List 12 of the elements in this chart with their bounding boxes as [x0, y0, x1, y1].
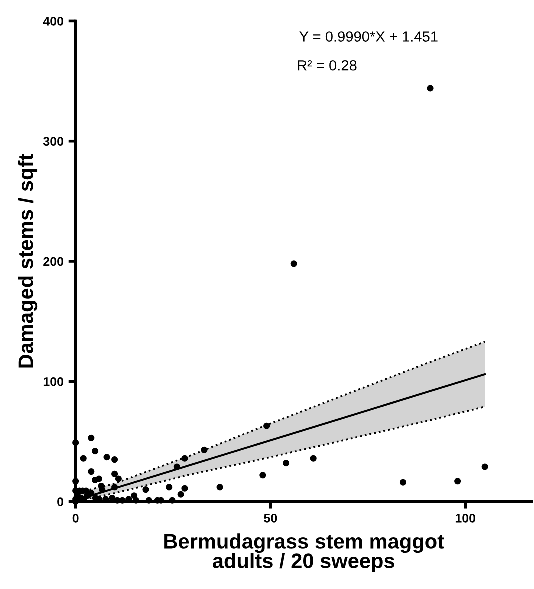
x-tick-label: 100 — [456, 514, 476, 523]
x-tick-label: 0 — [72, 514, 79, 523]
annotation: Y = 0.9990*X + 1.451 — [300, 32, 438, 42]
y-tick-label: 100 — [44, 377, 64, 386]
y-axis-title: Damaged stems / sqft — [18, 154, 38, 368]
y-tick-label: 300 — [43, 137, 64, 146]
annotation: R² = 0.28 — [298, 60, 357, 71]
y-tick-label: 0 — [58, 498, 64, 506]
y-tick-label: 200 — [44, 257, 64, 266]
y-tick-label: 400 — [43, 17, 64, 26]
x-axis-title: Bermudagrass stem maggot adults / 20 sweeps — [164, 534, 444, 573]
x-tick-label: 50 — [264, 514, 278, 523]
